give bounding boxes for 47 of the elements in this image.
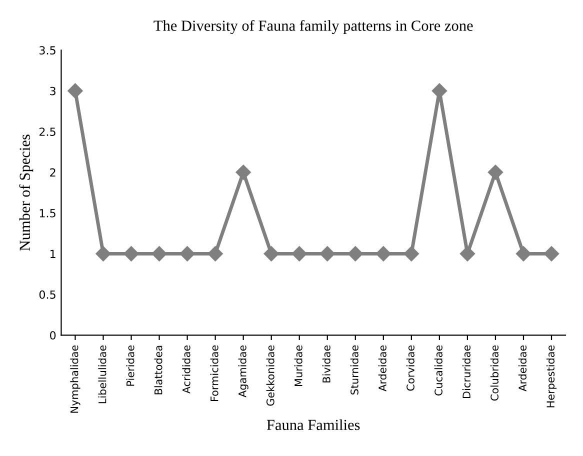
x-tick-label: Herpestidae <box>546 345 557 408</box>
y-tick-label: 3 <box>50 86 56 96</box>
y-tick-label: 1 <box>50 250 56 258</box>
y-tick-label: 0.5 <box>39 290 56 299</box>
y-tick-label: 3.5 <box>40 46 56 55</box>
x-tick-label: Corvidae <box>406 345 414 391</box>
x-tick-label: Ardeidae <box>378 345 386 392</box>
x-tick-label: Muridae <box>294 345 302 386</box>
x-tick-label: Pieridae <box>126 345 134 386</box>
y-axis-title: Number of Species <box>19 134 34 251</box>
point <box>292 246 307 262</box>
point <box>376 246 391 262</box>
point <box>236 164 251 180</box>
point <box>152 246 167 262</box>
x-tick-label: Blattodea <box>154 346 162 394</box>
x-tick-label: Acrididae <box>182 345 190 394</box>
x-tick-label: Dicruridae <box>462 345 470 398</box>
point <box>208 246 223 262</box>
x-tick-label: Sturnidae <box>350 345 358 394</box>
x-tick-label: Colubridae <box>490 345 498 401</box>
point <box>516 246 532 262</box>
y-tick-label: 1.5 <box>40 209 56 218</box>
y-tick-label: 2 <box>50 168 56 177</box>
x-tick-label: Agamidae <box>238 345 248 398</box>
x-tick-label: Nymphalidae <box>70 345 80 413</box>
point <box>124 246 139 262</box>
x-tick-label: Formicidae <box>210 345 218 402</box>
point <box>264 246 279 262</box>
y-tick-label: 0 <box>50 331 56 340</box>
x-tick-label: Gekkonidae <box>266 345 274 406</box>
x-tick-label: Libellulidae <box>98 345 106 404</box>
x-tick-label: Cucalidae <box>434 345 442 396</box>
chart-title: The Diversity of Fauna family patterns in Core zone <box>154 20 473 34</box>
point <box>544 246 560 262</box>
x-tick-label: Ardeidae <box>518 345 527 392</box>
point <box>488 164 504 180</box>
point <box>432 83 448 98</box>
point <box>460 246 476 262</box>
point <box>180 246 195 262</box>
point <box>68 83 83 98</box>
x-tick-label: Bividae <box>322 345 330 382</box>
point <box>348 246 363 262</box>
point <box>404 246 419 262</box>
point <box>320 246 335 262</box>
y-tick-label: 2.5 <box>40 128 56 136</box>
point <box>96 246 111 262</box>
x-axis-title: Fauna Families <box>266 419 360 430</box>
